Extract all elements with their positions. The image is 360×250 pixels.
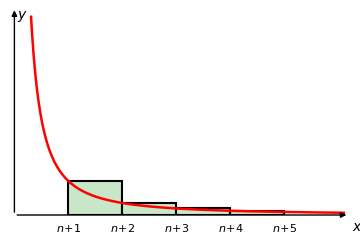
Bar: [176, 208, 230, 215]
Bar: [122, 203, 176, 215]
Text: $n\!+\!2$: $n\!+\!2$: [110, 222, 135, 234]
Text: x: x: [352, 220, 360, 234]
Text: $n\!+\!3$: $n\!+\!3$: [164, 222, 189, 234]
Text: $n\!+\!1$: $n\!+\!1$: [56, 222, 81, 234]
Bar: [230, 211, 284, 215]
Text: $n\!+\!5$: $n\!+\!5$: [272, 222, 297, 234]
Text: y: y: [17, 8, 25, 22]
Text: $n\!+\!4$: $n\!+\!4$: [217, 222, 243, 234]
Bar: [68, 181, 122, 215]
